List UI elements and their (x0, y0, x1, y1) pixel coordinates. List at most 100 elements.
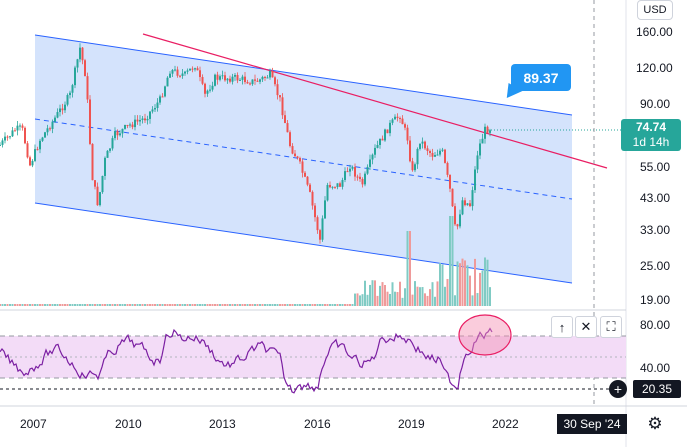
rsi-highlight-ellipse[interactable] (458, 314, 512, 356)
volume-bar (301, 304, 304, 306)
volume-bar (79, 304, 81, 306)
volume-bar (391, 282, 394, 306)
volume-bar (176, 304, 179, 306)
volume-bar (339, 304, 341, 306)
candle-body (216, 74, 219, 80)
volume-bar (36, 304, 39, 306)
gear-icon: ⚙ (647, 414, 663, 433)
trendline[interactable] (142, 33, 608, 169)
candle-body (119, 133, 121, 136)
move-pane-up-button[interactable]: ↑ (551, 316, 573, 338)
volume-bar (96, 304, 99, 306)
add-indicator-button[interactable]: + (609, 380, 627, 398)
volume-bar (349, 304, 351, 306)
volume-bar (361, 294, 364, 306)
candle-body (16, 125, 19, 131)
candle-body (231, 76, 234, 82)
candle-body (59, 108, 61, 113)
candle-body (171, 69, 174, 74)
candle-body (29, 157, 31, 166)
volume-bar (476, 293, 479, 306)
volume-bar (329, 304, 331, 306)
volume-bar (59, 304, 61, 306)
volume-bar (106, 304, 109, 306)
volume-bar (389, 293, 391, 306)
volume-bar (246, 304, 249, 306)
candle-body (141, 118, 144, 121)
volume-bar (341, 304, 344, 306)
volume-bar (209, 304, 211, 306)
candle-body (64, 104, 66, 111)
volume-bar (46, 304, 49, 306)
volume-bar (124, 304, 126, 306)
chart-settings-button[interactable]: ⚙ (645, 414, 665, 434)
candle-body (146, 118, 149, 121)
candle-body (134, 119, 136, 128)
volume-bar (264, 304, 266, 306)
candle-body (236, 74, 239, 81)
candle-body (481, 138, 484, 144)
candle-body (441, 149, 444, 151)
volume-bar (196, 304, 199, 306)
candle-body (474, 169, 476, 191)
candle-body (81, 47, 84, 61)
volume-bar (401, 297, 404, 306)
candle-body (269, 71, 271, 78)
price-axis-label: 90.00 (640, 97, 670, 111)
price-callout[interactable]: 89.37 (511, 64, 571, 91)
arrow-up-icon: ↑ (558, 319, 566, 335)
volume-bar (379, 285, 381, 306)
volume-bar (9, 304, 11, 306)
volume-bar (474, 258, 476, 306)
candle-body (306, 176, 309, 185)
volume-bar (291, 304, 294, 306)
channel-upper-line[interactable] (34, 34, 573, 116)
volume-bar (484, 257, 486, 306)
candle-body (354, 166, 356, 177)
volume-bar (6, 304, 9, 306)
price-axis-label: 43.00 (640, 191, 670, 205)
candle-body (124, 124, 126, 129)
candle-body (136, 119, 139, 122)
volume-bars (0, 216, 491, 306)
close-pane-button[interactable]: ✕ (575, 316, 597, 338)
volume-bar (111, 304, 114, 306)
volume-bar (86, 304, 89, 306)
candle-body (224, 75, 226, 81)
volume-bar (84, 304, 86, 306)
candle-body (416, 148, 419, 165)
volume-bar (221, 304, 224, 306)
volume-bar (369, 284, 371, 306)
volume-bar (334, 304, 336, 306)
candle-body (291, 146, 294, 154)
candle-body (0, 144, 1, 146)
candle-body (159, 96, 161, 103)
volume-bar (34, 304, 36, 306)
candle-body (469, 203, 471, 207)
volume-bar (244, 304, 246, 306)
candle-body (421, 141, 424, 144)
candle-body (356, 176, 359, 178)
volume-bar (171, 304, 174, 306)
channel-mid-line[interactable] (34, 118, 573, 200)
candle-body (464, 200, 466, 206)
candle-body (104, 157, 106, 176)
currency-button[interactable]: USD (637, 0, 673, 20)
candle-body (61, 108, 64, 111)
price-axis-label: 33.00 (640, 223, 670, 237)
volume-bar (479, 272, 481, 306)
volume-bar (199, 304, 201, 306)
candle-body (424, 141, 426, 149)
volume-bar (451, 216, 454, 306)
volume-bar (459, 263, 461, 306)
volume-bar (359, 295, 361, 306)
candle-body (54, 117, 56, 122)
volume-bar (206, 304, 209, 306)
maximize-pane-button[interactable]: ⛶ (600, 316, 622, 338)
channel-lower-line[interactable] (34, 202, 573, 284)
plus-icon: + (613, 381, 623, 397)
candle-body (336, 183, 339, 188)
volume-bar (144, 304, 146, 306)
candle-body (24, 127, 26, 144)
